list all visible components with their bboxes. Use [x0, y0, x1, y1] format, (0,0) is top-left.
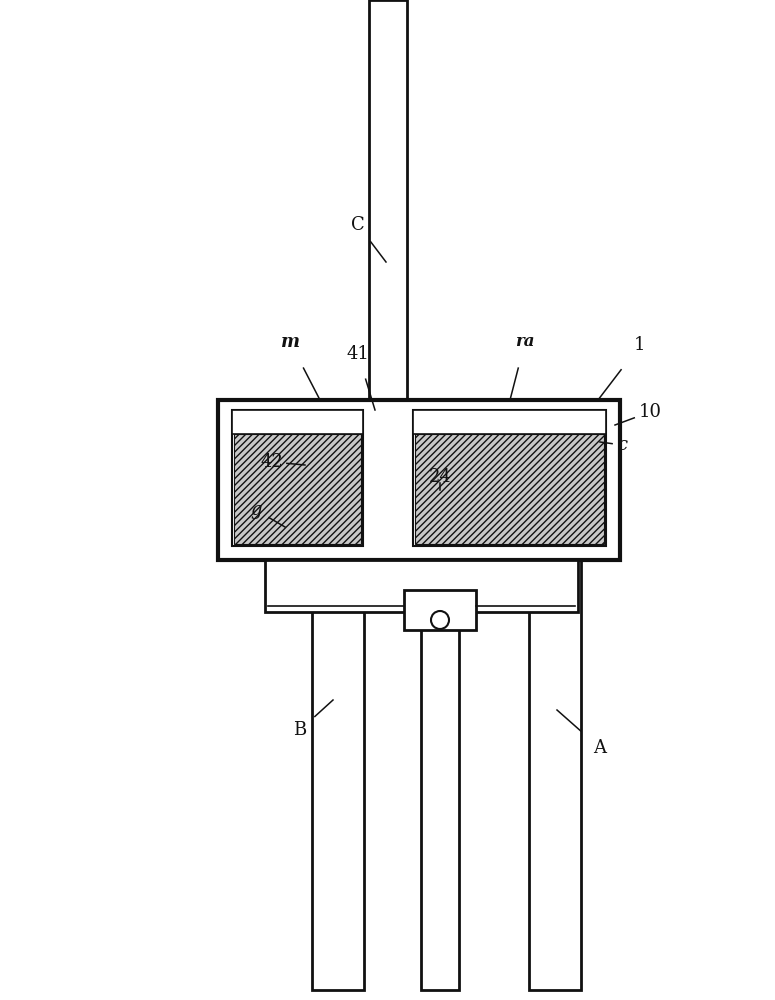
- Text: 1: 1: [634, 336, 646, 354]
- Circle shape: [431, 611, 449, 629]
- Bar: [265, 560, 578, 612]
- Bar: [218, 400, 620, 560]
- Text: c: c: [617, 436, 627, 454]
- Bar: [404, 590, 476, 630]
- Bar: [413, 410, 606, 546]
- Text: C: C: [351, 216, 365, 234]
- Text: A: A: [594, 739, 607, 757]
- Bar: [234, 434, 361, 544]
- Bar: [415, 434, 604, 544]
- Text: ra: ra: [515, 334, 535, 351]
- Text: g: g: [250, 501, 262, 519]
- Bar: [421, 490, 459, 990]
- Bar: [232, 410, 363, 434]
- Text: 41: 41: [346, 345, 370, 363]
- Bar: [312, 440, 364, 990]
- Bar: [369, 0, 407, 605]
- Bar: [232, 410, 363, 546]
- Bar: [413, 410, 606, 434]
- Text: 24: 24: [429, 468, 451, 486]
- Bar: [529, 440, 581, 990]
- Text: B: B: [294, 721, 307, 739]
- Text: m: m: [281, 333, 299, 351]
- Text: 42: 42: [260, 453, 284, 471]
- Text: 10: 10: [639, 403, 662, 421]
